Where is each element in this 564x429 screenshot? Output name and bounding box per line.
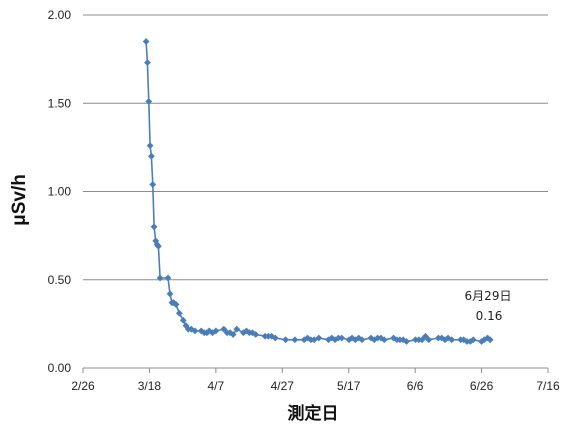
data-point: [291, 336, 299, 344]
data-point: [170, 299, 178, 307]
data-point: [304, 334, 311, 342]
data-point: [179, 316, 187, 324]
x-tick-label: 5/17: [337, 379, 361, 393]
data-point: [438, 334, 446, 342]
x-tick-label: 2/26: [71, 379, 95, 393]
data-point: [154, 242, 162, 250]
data-point: [156, 274, 164, 282]
data-point: [152, 237, 160, 245]
data-point: [144, 59, 151, 67]
x-tick-label: 6/6: [407, 379, 424, 393]
data-point: [418, 336, 426, 344]
data-point: [338, 334, 346, 342]
data-point: [358, 336, 366, 344]
data-point: [197, 327, 205, 335]
data-point: [486, 336, 494, 344]
data-point: [148, 152, 155, 160]
x-axis: 2/26 3/18 4/7 4/27 5/17 6/6 6/26 7/16: [71, 367, 560, 393]
data-point: [191, 327, 199, 335]
data-point: [390, 334, 397, 342]
y-tick-label: 0.00: [48, 361, 72, 375]
x-tick-label: 4/7: [208, 379, 225, 393]
data-point: [484, 334, 491, 342]
data-point: [252, 331, 260, 338]
data-point: [149, 181, 157, 188]
data-point: [145, 98, 153, 105]
data-point: [150, 223, 158, 231]
x-tick-label: 7/16: [536, 379, 560, 393]
y-tick-label: 1.00: [48, 185, 72, 199]
data-point: [315, 334, 323, 342]
data-point: [164, 274, 172, 282]
x-tick-label: 3/18: [138, 379, 162, 393]
x-tick-label: 4/27: [271, 379, 295, 393]
annotation-value-label: 0.16: [476, 309, 503, 323]
data-point: [205, 327, 213, 335]
data-point: [271, 334, 279, 342]
data-point: [377, 334, 385, 342]
x-tick-label: 6/26: [470, 379, 494, 393]
data-point: [220, 325, 228, 333]
data-point: [233, 325, 241, 333]
data-point: [331, 336, 339, 344]
data-point: [166, 290, 174, 298]
data-points: [142, 38, 494, 345]
data-point: [441, 336, 449, 344]
y-tick-label: 0.50: [48, 273, 72, 287]
y-axis: 0.00 0.50 1.00 1.50 2.00: [48, 8, 72, 375]
data-point: [282, 336, 290, 344]
data-point: [146, 142, 154, 150]
y-tick-label: 2.00: [48, 8, 72, 22]
data-point: [448, 336, 456, 344]
data-point: [172, 301, 180, 308]
data-point: [422, 332, 429, 340]
data-point: [425, 336, 433, 344]
gridlines: [83, 14, 548, 281]
data-point: [469, 336, 477, 344]
data-point: [203, 329, 211, 337]
data-point: [355, 334, 363, 342]
data-point: [142, 38, 150, 45]
data-point: [229, 331, 237, 338]
data-point: [175, 309, 183, 317]
x-axis-label: 測定日: [288, 403, 339, 424]
data-point: [348, 334, 356, 342]
y-tick-label: 1.50: [48, 96, 72, 110]
y-axis-label: μSv/h: [9, 174, 30, 226]
annotation-date-label: 6月29日: [465, 289, 512, 303]
data-point: [403, 338, 410, 345]
data-point: [243, 327, 250, 335]
data-point: [380, 336, 388, 344]
data-point: [480, 336, 488, 344]
data-point: [212, 327, 220, 335]
